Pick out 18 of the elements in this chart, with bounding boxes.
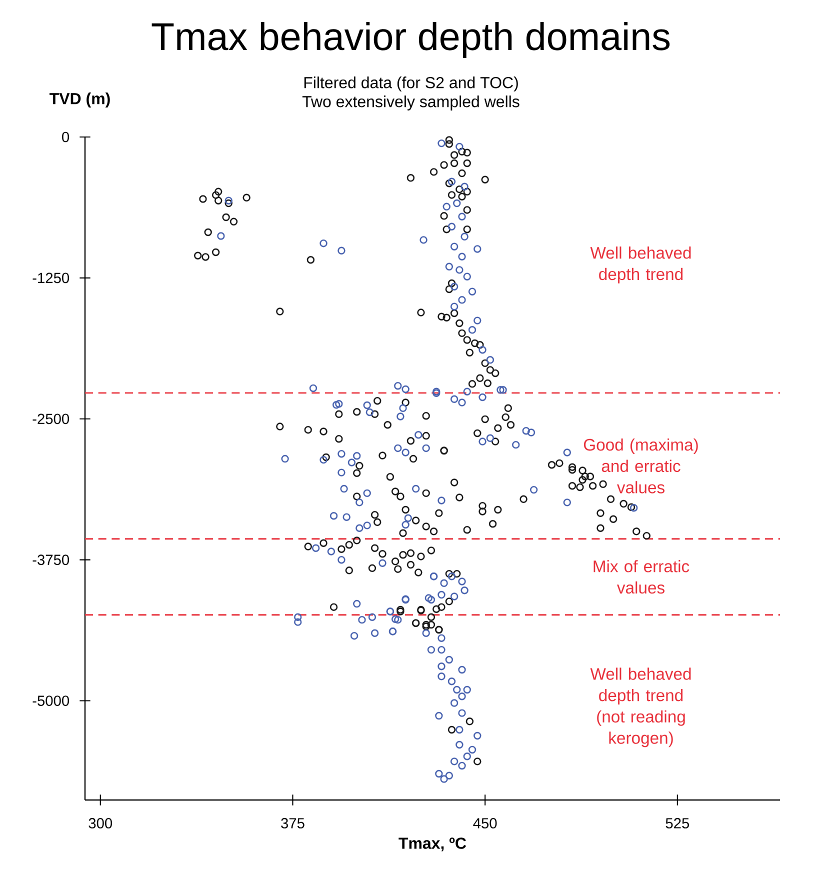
- chart-title: Tmax behavior depth domains: [152, 22, 670, 58]
- x-tick-label: 450: [473, 818, 497, 828]
- y-tick-label: -3750: [32, 554, 70, 566]
- y-tick-label: -5000: [32, 696, 70, 706]
- x-tick-label: 300: [88, 818, 112, 828]
- text: Two extensively sampled wells: [302, 96, 520, 110]
- annotation: Well behaved depth trend (not reading kerogen): [590, 668, 691, 748]
- x-axis-title: Tmax, ºC: [398, 838, 466, 852]
- y-tick-label: -2500: [32, 414, 70, 424]
- y-axis-title: TVD (m): [50, 92, 110, 108]
- x-tick-label: 375: [281, 818, 304, 828]
- x-tick-label: 525: [666, 818, 690, 828]
- chart-subtitle: Filtered data (for S2 and TOC): [304, 76, 518, 92]
- y-tick-label: -1250: [32, 272, 70, 284]
- y-tick-label: 0: [62, 132, 70, 142]
- annotation: Good (maxima) and erratic values: [584, 438, 698, 494]
- annotation: Well behaved depth trend: [590, 246, 691, 284]
- annotation: Mix of erratic values: [594, 560, 690, 594]
